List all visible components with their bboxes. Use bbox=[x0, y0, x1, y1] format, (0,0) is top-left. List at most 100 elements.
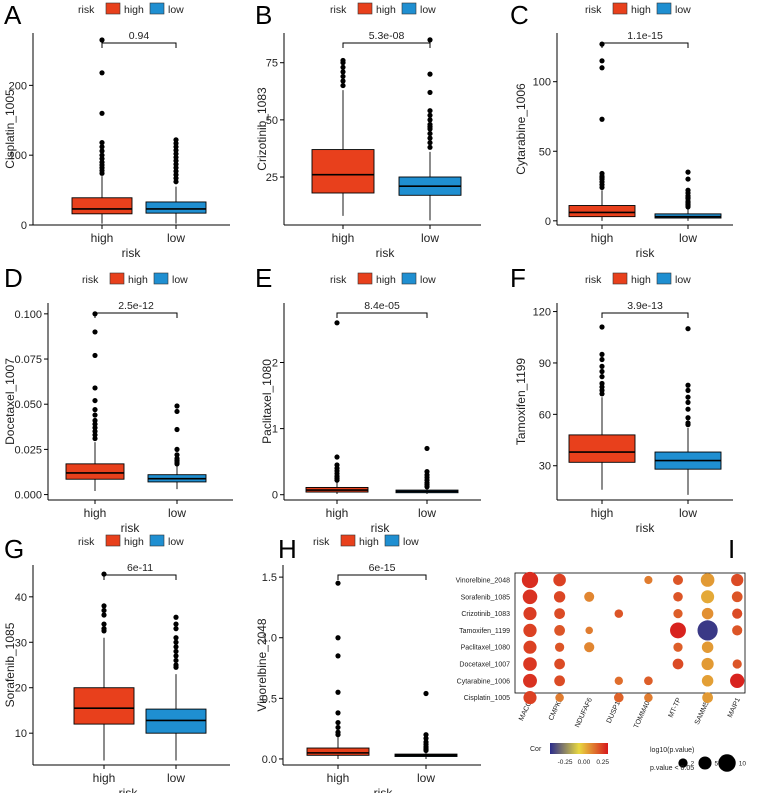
box-iqr bbox=[568, 434, 636, 463]
outlier-point bbox=[685, 394, 691, 400]
x-tick-label: low bbox=[421, 231, 439, 245]
outlier-point bbox=[92, 407, 98, 413]
dot-point bbox=[554, 675, 565, 687]
outlier-point bbox=[340, 60, 346, 66]
outlier-point bbox=[92, 397, 98, 404]
outlier-point bbox=[423, 735, 429, 741]
outlier-point bbox=[335, 719, 341, 726]
x-tick-label: low bbox=[167, 231, 185, 245]
outlier-point bbox=[335, 580, 341, 586]
outlier-point bbox=[427, 126, 433, 132]
x-tick-label: low bbox=[679, 231, 697, 245]
dot-point bbox=[614, 676, 623, 685]
y-tick-label: 40 bbox=[15, 592, 27, 604]
y-tick-label: 0.100 bbox=[14, 309, 42, 321]
row-label: Paclitaxel_1080 bbox=[461, 645, 511, 652]
panel-letter: E bbox=[255, 263, 272, 293]
outlier-point bbox=[92, 435, 98, 442]
plot-frame bbox=[514, 572, 746, 694]
legend-label-high: high bbox=[359, 536, 379, 548]
dot-point bbox=[585, 626, 593, 635]
outlier-point bbox=[340, 69, 346, 75]
pvalue-label: 8.4e-05 bbox=[364, 300, 400, 312]
pvalue-label: 6e-11 bbox=[127, 562, 153, 574]
box-iqr bbox=[73, 687, 135, 725]
outlier-point bbox=[685, 169, 691, 175]
outlier-point bbox=[599, 41, 605, 47]
outlier-point bbox=[427, 108, 433, 114]
y-axis-title: Cytarabine_1006 bbox=[514, 83, 528, 175]
outlier-point bbox=[340, 78, 346, 84]
y-tick-label: 0.050 bbox=[14, 399, 42, 411]
dot-point bbox=[732, 659, 742, 669]
dot-point bbox=[701, 675, 714, 687]
y-axis-title: Crizotinib_1083 bbox=[255, 87, 269, 171]
box-iqr bbox=[71, 197, 133, 215]
outlier-point bbox=[423, 732, 429, 738]
outlier-point bbox=[173, 639, 179, 645]
legend-key-low bbox=[656, 272, 672, 285]
legend-key-high bbox=[109, 272, 125, 285]
outlier-point bbox=[101, 571, 107, 577]
dot-point bbox=[553, 591, 566, 603]
x-tick-label: low bbox=[417, 771, 435, 785]
outlier-point bbox=[599, 184, 605, 191]
outlier-point bbox=[685, 204, 691, 210]
outlier-point bbox=[92, 428, 98, 434]
x-tick-label: high bbox=[591, 231, 614, 245]
legend-label-low: low bbox=[403, 536, 419, 548]
outlier-point bbox=[599, 391, 605, 397]
outlier-point bbox=[340, 82, 346, 89]
box-iqr bbox=[311, 149, 375, 194]
y-tick-label: 100 bbox=[533, 77, 551, 89]
x-tick-label: low bbox=[167, 771, 185, 785]
dot-point bbox=[523, 640, 537, 654]
dot-point bbox=[523, 657, 537, 671]
outlier-point bbox=[335, 724, 341, 731]
outlier-point bbox=[173, 653, 179, 659]
outlier-point bbox=[599, 368, 605, 375]
dot-point bbox=[701, 590, 715, 604]
legend-label-high: high bbox=[631, 4, 651, 16]
dot-point bbox=[523, 673, 537, 688]
x-axis-title: risk bbox=[636, 521, 656, 535]
colorbar-tick-label: -0.25 bbox=[558, 759, 573, 766]
outlier-point bbox=[423, 690, 429, 697]
box-high bbox=[305, 320, 369, 495]
legend-label-low: low bbox=[675, 274, 691, 286]
y-tick-label: 0 bbox=[272, 490, 278, 502]
outlier-point bbox=[427, 89, 433, 96]
colorbar-tick-label: 0.25 bbox=[596, 759, 609, 766]
dot-point bbox=[701, 641, 714, 653]
dot-point bbox=[700, 573, 715, 587]
box-iqr bbox=[145, 201, 207, 214]
y-tick-label: 1.0 bbox=[262, 633, 277, 645]
pvalue-label: 3.9e-13 bbox=[627, 300, 663, 312]
outlier-point bbox=[340, 73, 346, 80]
y-tick-label: 2 bbox=[272, 357, 278, 369]
outlier-point bbox=[335, 635, 341, 641]
outlier-point bbox=[174, 446, 180, 452]
pvalue-bracket bbox=[94, 312, 178, 318]
y-tick-label: 60 bbox=[539, 409, 551, 421]
y-tick-label: 1.5 bbox=[262, 572, 277, 584]
dot-point bbox=[521, 571, 539, 589]
outlier-point bbox=[685, 176, 691, 182]
dot-point bbox=[523, 691, 537, 705]
dot-point bbox=[644, 575, 653, 585]
legend-key-low bbox=[401, 2, 417, 15]
outlier-point bbox=[173, 657, 179, 664]
dot-point bbox=[673, 608, 683, 619]
outlier-point bbox=[599, 374, 605, 380]
y-tick-label: 25 bbox=[266, 172, 278, 184]
pvalue-note: p.value < 0.05 bbox=[650, 765, 694, 772]
outlier-point bbox=[427, 71, 433, 77]
box-iqr bbox=[306, 747, 370, 756]
legend-key-high bbox=[340, 534, 356, 547]
outlier-point bbox=[335, 710, 341, 716]
dot-point bbox=[732, 608, 743, 619]
outlier-point bbox=[92, 329, 98, 335]
legend-key-high bbox=[357, 2, 373, 15]
y-tick-label: 200 bbox=[9, 80, 27, 92]
